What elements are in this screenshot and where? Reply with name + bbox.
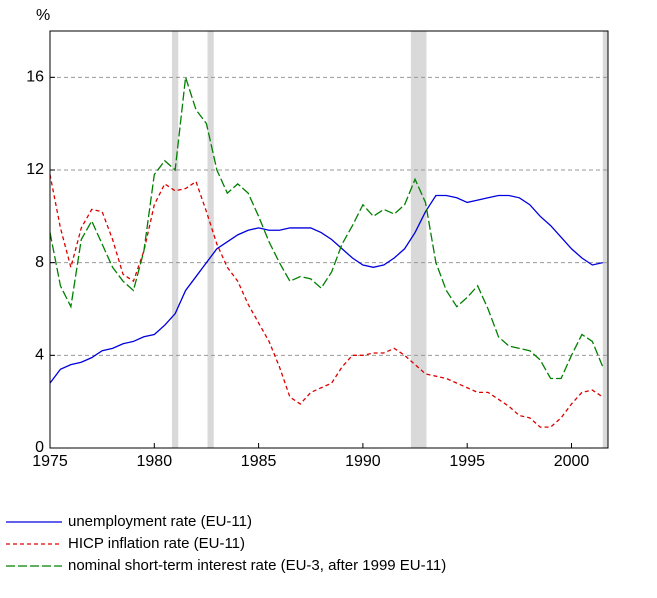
legend-label: unemployment rate (EU-11)	[68, 513, 252, 530]
y-tick-label: 4	[35, 347, 44, 364]
series-line	[49, 174, 604, 428]
shaded-period	[172, 31, 179, 448]
y-tick-label: 16	[26, 69, 44, 86]
legend-label: HICP inflation rate (EU-11)	[68, 535, 245, 552]
y-tick-label: 8	[35, 254, 44, 271]
x-tick-label: 1990	[345, 453, 381, 470]
y-unit-label: %	[36, 7, 50, 24]
x-tick-label: 2000	[554, 453, 590, 470]
x-tick-label: 1985	[241, 453, 277, 470]
plot-frame	[49, 30, 609, 449]
x-tick-label: 1995	[449, 453, 485, 470]
shaded-period	[410, 31, 427, 448]
legend-label: nominal short-term interest rate (EU-3, …	[68, 557, 446, 574]
shaded-period	[207, 31, 214, 448]
series-line	[49, 194, 603, 384]
y-tick-label: 12	[26, 161, 44, 178]
x-tick-label: 1975	[32, 453, 68, 470]
y-tick-label: 0	[35, 439, 44, 456]
shaded-period	[602, 31, 608, 448]
series-line	[49, 77, 604, 380]
x-tick-label: 1980	[137, 453, 173, 470]
